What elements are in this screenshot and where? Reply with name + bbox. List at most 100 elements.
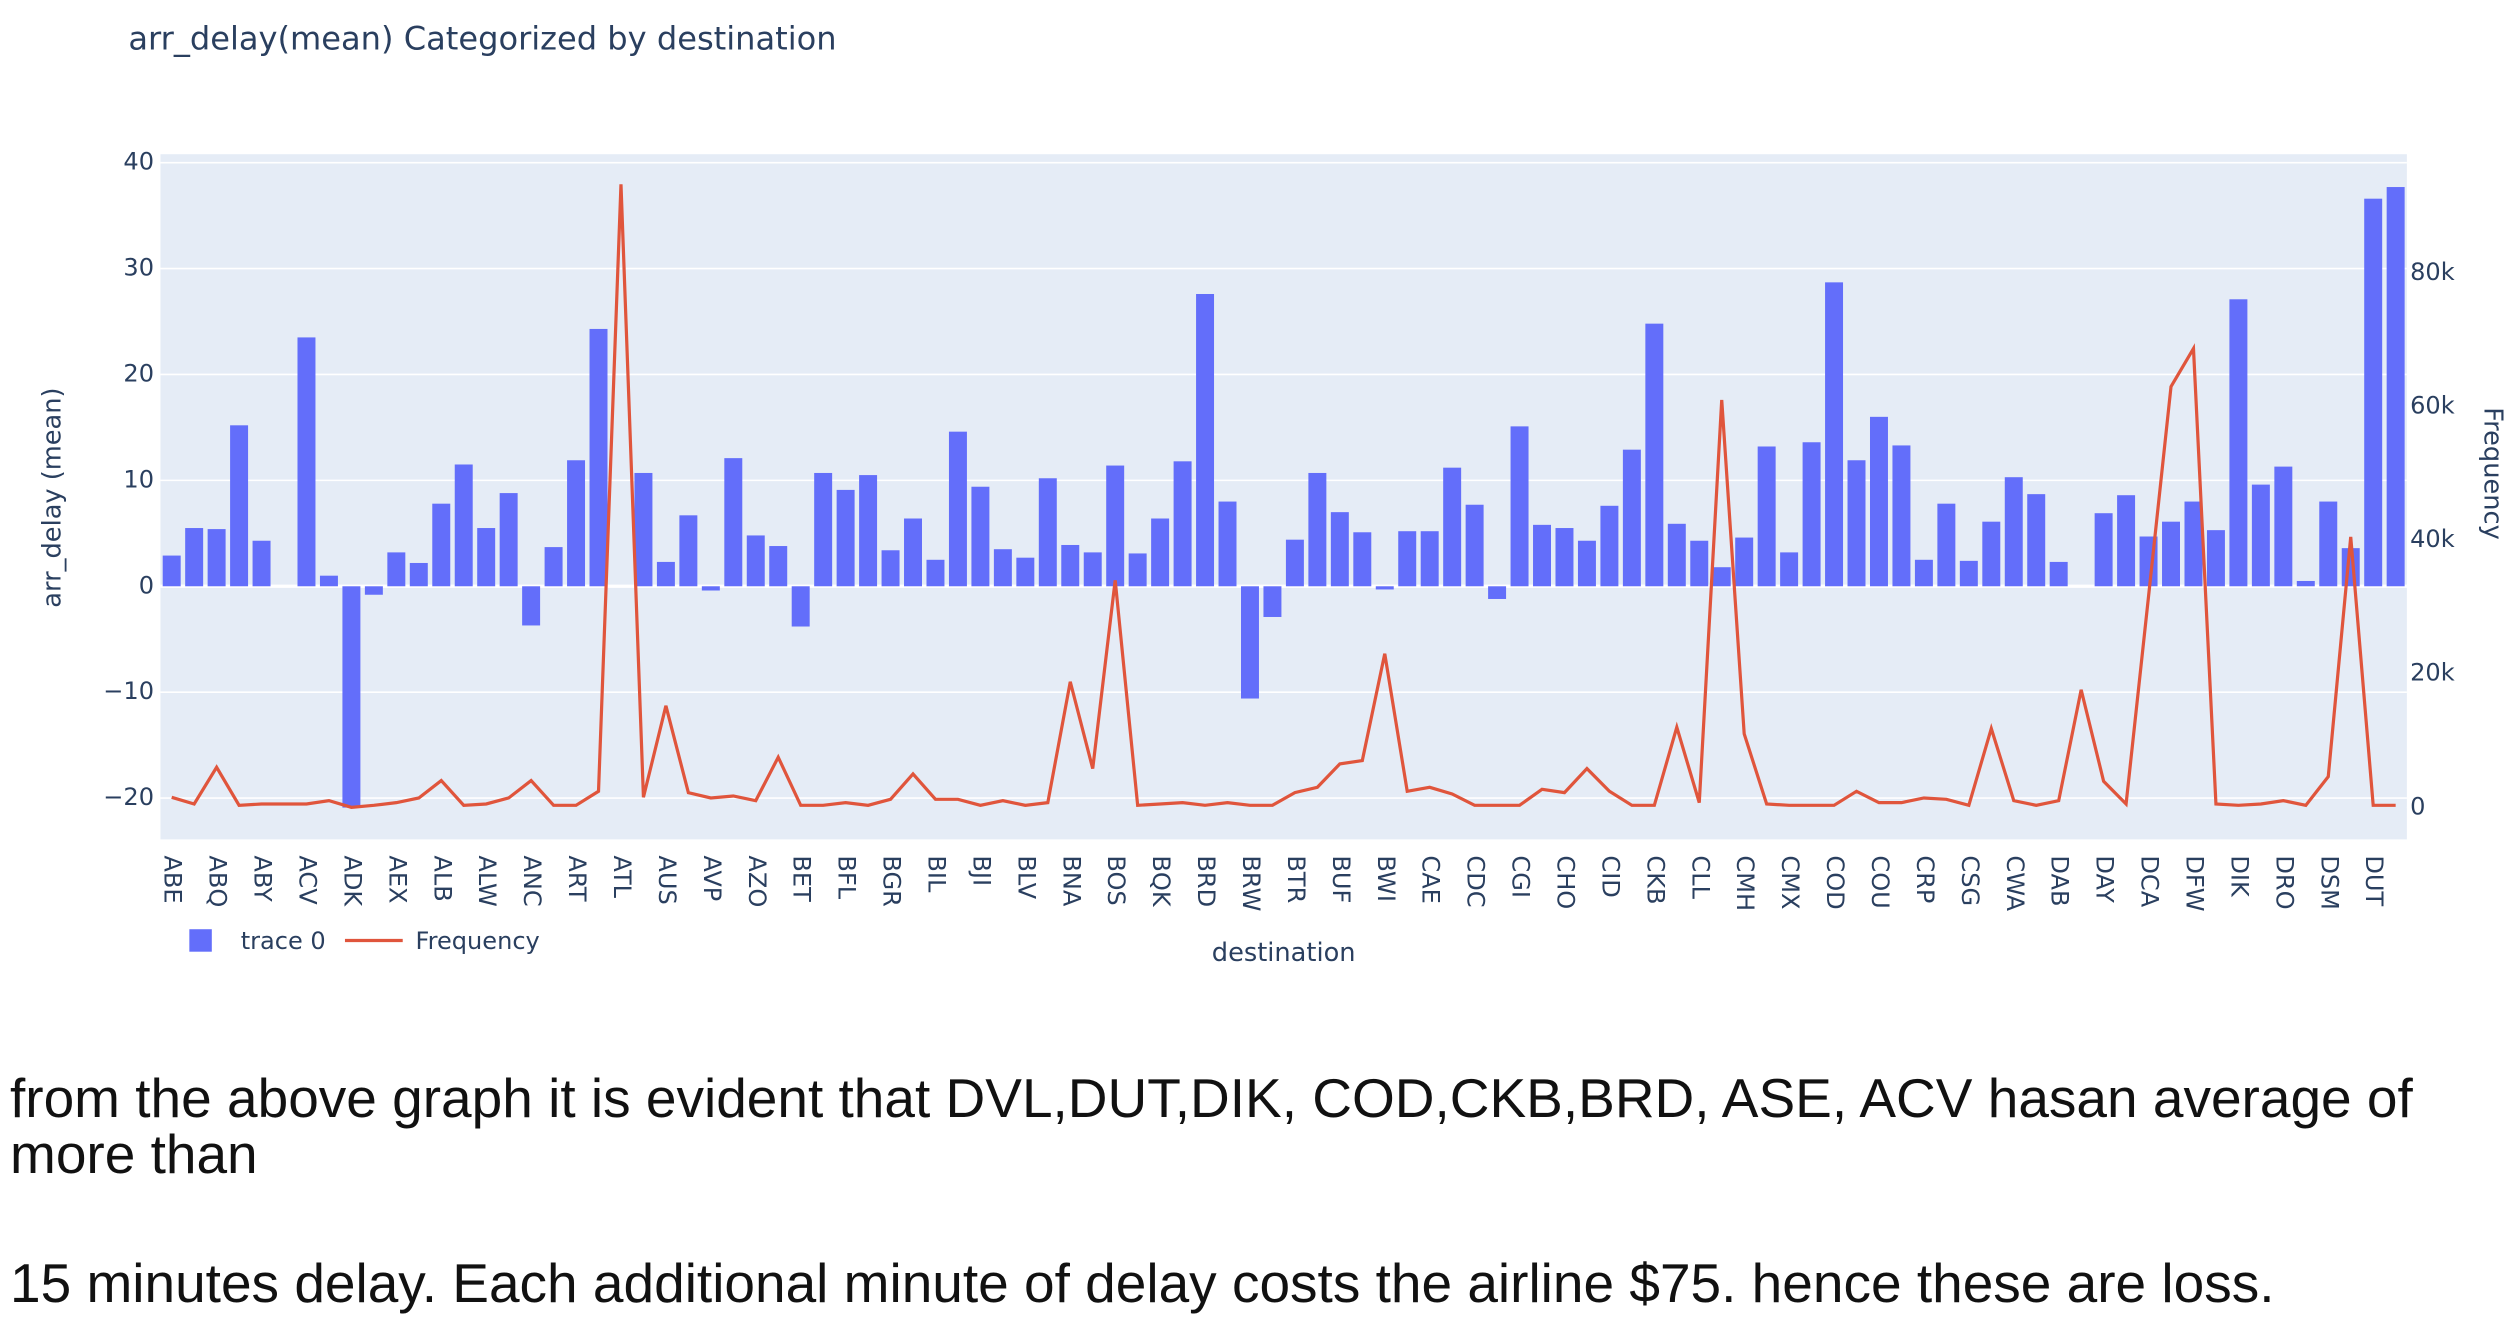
bar (1465, 504, 1484, 587)
x-tick-label: DSM (2315, 855, 2343, 910)
bar (1285, 539, 1304, 587)
y-tick-label: 40 (123, 148, 154, 176)
bar (364, 586, 383, 595)
x-tick-label: DAY (2091, 855, 2119, 903)
bar (522, 586, 541, 626)
bar (1375, 586, 1394, 590)
bar (2004, 477, 2023, 587)
bar (971, 486, 990, 587)
bar (544, 547, 563, 587)
x-tick-label: CDC (1462, 855, 1490, 907)
bar (814, 472, 833, 587)
y-tick-label: 10 (123, 465, 154, 493)
bar (252, 540, 271, 587)
bar (1488, 586, 1507, 599)
bar (656, 561, 675, 587)
bar (701, 586, 720, 591)
y-tick-label: 30 (123, 254, 154, 282)
bar (1308, 472, 1327, 587)
bar (342, 586, 361, 808)
bar (1533, 524, 1551, 587)
bar (2117, 495, 2136, 587)
bar (297, 337, 316, 587)
bar (1937, 503, 1956, 587)
y2-tick-label: 40k (2410, 525, 2455, 553)
bar (1645, 323, 1664, 587)
x-tick-label: CID (1596, 855, 1624, 897)
x-tick-label: BUF (1327, 855, 1355, 903)
bar (679, 515, 698, 587)
y2-axis-title: Frequency (2477, 407, 2507, 540)
bar (1892, 445, 1911, 587)
bar (454, 464, 473, 587)
x-tick-label: DUT (2360, 855, 2388, 906)
bar (2094, 513, 2113, 587)
bar (926, 559, 945, 587)
bar (1128, 553, 1147, 587)
bar (1218, 501, 1237, 587)
bar (836, 489, 855, 587)
bar (2296, 580, 2315, 587)
bar (2319, 501, 2338, 587)
line (171, 184, 2396, 809)
x-tick-label: DAB (2046, 855, 2074, 906)
x-tick-label: CHO (1551, 855, 1579, 909)
bar (1712, 567, 1731, 587)
x-tick-label: CRP (1911, 855, 1939, 903)
bar (948, 431, 967, 587)
bar (1106, 465, 1125, 587)
bar (1151, 518, 1170, 587)
bar (881, 550, 900, 587)
x-tick-label: BFL (833, 855, 861, 899)
x-tick-label: BET (788, 855, 816, 902)
bar (1667, 523, 1686, 587)
bar (1173, 461, 1192, 587)
x-tick-label: BOS (1102, 855, 1130, 905)
bar (859, 475, 878, 587)
bar (1555, 528, 1574, 587)
bar (2027, 494, 2046, 587)
bar (2049, 561, 2068, 587)
legend-swatch (189, 929, 212, 952)
bar (477, 528, 496, 587)
x-tick-label: CLL (1686, 855, 1714, 899)
bar (1330, 512, 1349, 587)
x-tick-label: DCA (2136, 855, 2164, 907)
bar (791, 586, 810, 627)
x-tick-label: CMH (1731, 855, 1759, 911)
x-tick-label: AVP (698, 855, 726, 901)
x-tick-label: ANC (518, 855, 546, 906)
bar (1802, 442, 1821, 587)
bar (2386, 187, 2405, 587)
bar (1780, 552, 1799, 587)
x-tick-label: DRO (2270, 855, 2298, 909)
bar (634, 472, 653, 587)
bar (1577, 540, 1596, 587)
x-tick-label: ABE (159, 855, 187, 903)
y-tick-label: −10 (103, 677, 154, 705)
bar (1510, 426, 1529, 587)
y-axis-title: arr_delay (mean) (37, 387, 67, 607)
x-tick-label: BWI (1372, 855, 1400, 902)
x-tick-label: CSG (1956, 855, 1984, 906)
paragraph: from the above graph it is evident that … (10, 1067, 2413, 1185)
bar (1196, 293, 1215, 587)
x-tick-label: AEX (383, 855, 411, 903)
bar (1398, 531, 1417, 587)
x-tick-label: ADK (338, 855, 366, 907)
legend-label: trace 0 (241, 927, 326, 955)
x-tick-label: BTR (1282, 855, 1310, 903)
bar (904, 518, 922, 587)
x-tick-label: DIK (2225, 855, 2253, 898)
x-tick-label: CMX (1776, 855, 1804, 909)
bar (1825, 282, 1844, 587)
bar (1600, 505, 1619, 587)
bar (409, 562, 428, 587)
bar (746, 535, 765, 587)
x-tick-label: ABY (249, 855, 277, 902)
bar (2251, 484, 2270, 587)
bar (1622, 449, 1641, 587)
x-tick-label: AUS (653, 855, 681, 904)
chart: arr_delay(mean) Categorized by destinati… (37, 19, 2507, 968)
